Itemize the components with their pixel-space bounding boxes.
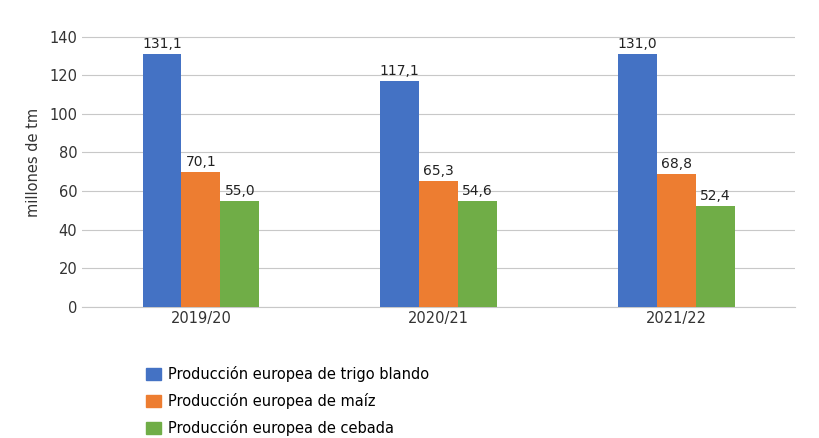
Legend: Producción europea de trigo blando, Producción europea de maíz, Producción europ: Producción europea de trigo blando, Prod… [146,366,429,436]
Bar [419,181,458,307]
Bar [220,201,259,307]
Text: 65,3: 65,3 [423,164,454,178]
Text: 55,0: 55,0 [224,184,255,198]
Text: 131,0: 131,0 [617,37,657,51]
Y-axis label: millones de tm: millones de tm [25,107,41,217]
Text: 52,4: 52,4 [699,189,730,203]
Bar [695,205,734,307]
Text: 131,1: 131,1 [142,37,182,51]
Bar [143,54,181,307]
Bar [181,172,220,307]
Bar [618,54,656,307]
Text: 117,1: 117,1 [379,64,419,78]
Text: 68,8: 68,8 [660,157,691,171]
Bar [458,201,496,307]
Text: 70,1: 70,1 [185,155,216,169]
Bar [380,81,419,307]
Text: 54,6: 54,6 [462,184,492,198]
Bar [656,174,695,307]
